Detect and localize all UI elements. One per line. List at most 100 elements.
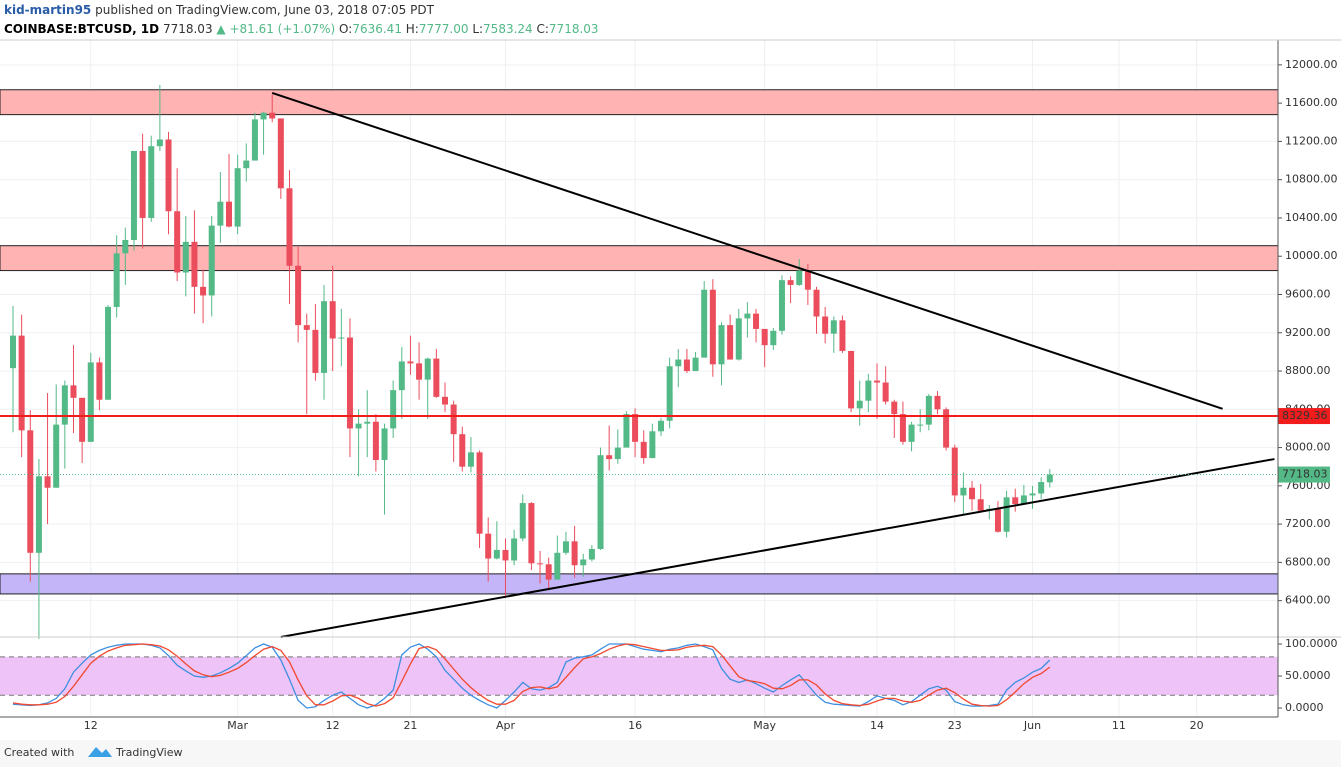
level-badge <box>1278 408 1330 425</box>
author[interactable]: kid-martin95 <box>4 3 91 17</box>
y-tick-label: 11600.00 <box>1285 96 1338 109</box>
candle-body <box>424 358 431 380</box>
candle-body <box>346 337 353 429</box>
candle-body <box>433 358 440 397</box>
candle-body <box>407 361 414 364</box>
candle-body <box>1012 497 1019 505</box>
candle-body <box>372 421 379 461</box>
close-label: C: <box>537 22 549 36</box>
candle-body <box>588 548 595 560</box>
candle-body <box>321 301 328 373</box>
y-tick-label: 7200.00 <box>1285 517 1331 530</box>
candle-body <box>277 118 284 189</box>
x-tick-label: 12 <box>326 719 340 732</box>
candle-body <box>787 280 794 285</box>
candle-body <box>113 253 120 307</box>
candle-body <box>286 188 293 266</box>
candle-body <box>1020 495 1027 505</box>
trendline <box>280 458 1275 638</box>
last-price-badge <box>1278 466 1330 483</box>
footer-brand[interactable]: TradingView <box>115 746 182 759</box>
y-tick-label: 6400.00 <box>1285 594 1331 607</box>
candle-body <box>683 359 690 372</box>
candle-body <box>735 318 742 360</box>
candle-body <box>597 455 604 549</box>
candle-body <box>53 424 60 488</box>
high-label: H: <box>406 22 419 36</box>
candle-body <box>493 549 500 559</box>
candle-body <box>623 414 630 448</box>
candle-body <box>355 423 362 429</box>
published: published on TradingView.com, June 03, 2… <box>95 3 434 17</box>
candle-body <box>1003 497 1010 532</box>
candle-body <box>977 499 984 511</box>
stoch-line <box>12 643 1051 707</box>
close: 7718.03 <box>549 22 599 36</box>
candle-body <box>545 564 552 580</box>
candle-body <box>260 112 267 120</box>
candle-body <box>727 325 734 360</box>
candle-body <box>485 533 492 559</box>
candle-body <box>364 421 371 424</box>
candle-body <box>701 289 708 358</box>
stoch-y-tick-label: 100.0000 <box>1285 637 1338 650</box>
candle-body <box>1046 474 1053 483</box>
y-tick-label: 10800.00 <box>1285 173 1338 186</box>
candle-body <box>778 280 785 331</box>
candle-body <box>632 414 639 442</box>
candle-body <box>675 359 682 367</box>
candle-body <box>640 441 647 459</box>
candle-body <box>554 552 561 580</box>
candle-body <box>122 239 129 254</box>
candle-body <box>44 476 51 488</box>
candle-body <box>709 289 716 365</box>
candle-body <box>1038 482 1045 494</box>
candle-body <box>848 350 855 409</box>
candle-body <box>882 382 889 402</box>
y-tick-label: 9600.00 <box>1285 287 1331 300</box>
candle-body <box>329 301 336 339</box>
x-tick-label: 14 <box>870 719 884 732</box>
candle-body <box>753 313 760 329</box>
candle-body <box>96 362 103 400</box>
x-tick-label: Apr <box>496 719 516 732</box>
candle-body <box>537 563 544 565</box>
candle-body <box>295 265 302 326</box>
low-label: L: <box>472 22 483 36</box>
brand-logo <box>88 747 112 757</box>
open: 7636.41 <box>352 22 402 36</box>
candle-body <box>27 430 34 553</box>
candle-body <box>476 452 483 534</box>
candle-body <box>182 241 189 273</box>
candle-body <box>338 337 345 339</box>
candle-body <box>856 400 863 409</box>
stoch-band <box>0 656 1278 696</box>
candle-body <box>994 508 1001 532</box>
candle-body <box>459 434 466 467</box>
x-tick-label: 16 <box>628 719 642 732</box>
candle-body <box>10 335 16 369</box>
candle-body <box>442 396 448 405</box>
candle-body <box>925 395 932 425</box>
y-tick-label: 11200.00 <box>1285 134 1338 147</box>
candle-body <box>234 168 241 227</box>
candle-body <box>200 286 207 296</box>
stoch-line <box>12 643 1051 709</box>
candle-body <box>692 357 699 372</box>
candle-body <box>174 211 181 273</box>
open-label: O: <box>339 22 352 36</box>
candle-body <box>450 404 457 435</box>
candle-body <box>571 541 578 566</box>
candle-body <box>139 150 146 218</box>
candle-body <box>943 409 950 448</box>
candle-body <box>156 139 163 147</box>
trendline <box>271 91 1223 410</box>
stoch-y-tick-label: 50.0000 <box>1285 669 1331 682</box>
candle-body <box>796 270 803 285</box>
y-tick-label: 12000.00 <box>1285 58 1338 71</box>
high: 7777.00 <box>419 22 469 36</box>
candle-body <box>70 385 77 398</box>
candle-body <box>580 559 587 566</box>
x-tick-label: May <box>753 719 776 732</box>
candle-body <box>718 325 725 365</box>
